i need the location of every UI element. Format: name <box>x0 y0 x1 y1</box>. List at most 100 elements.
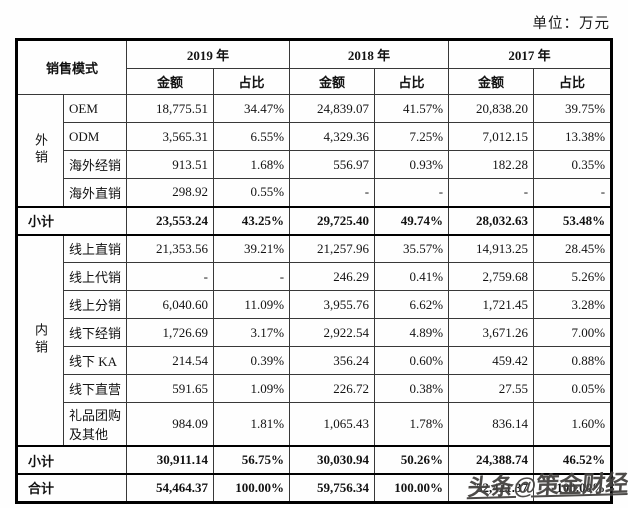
table-row: 合计 54,464.37 100.00% 59,756.34 100.00% 52,421… <box>15 473 613 503</box>
value-cell: 23,553.24 <box>126 205 215 236</box>
value-cell: 21,257.96 <box>289 234 376 263</box>
header-ratio-2019: 占比 <box>213 68 291 95</box>
value-cell: 6,040.60 <box>126 290 215 319</box>
value-cell: 0.39% <box>213 346 291 375</box>
table-row: 外销 OEM 18,775.51 34.47% 24,839.07 41.57% 20,83… <box>16 94 613 207</box>
header-year-2018: 2018 年 <box>289 39 450 69</box>
value-cell: - <box>213 262 291 291</box>
row-label: 线上代销 <box>62 262 128 291</box>
value-cell: 30,911.14 <box>126 445 215 475</box>
value-cell: 27.55 <box>448 374 535 403</box>
value-cell: 18,775.51 <box>126 94 215 123</box>
value-cell: 7.00% <box>533 318 613 347</box>
value-cell: 11.09% <box>213 290 291 319</box>
table-header: 销售模式 2019 年 2018 年 2017 年 金额 占比 金额 占比 金额… <box>15 39 613 95</box>
header-sales-mode: 销售模式 <box>15 39 128 95</box>
header-amount-2018: 金额 <box>289 68 376 95</box>
value-cell: 21,353.56 <box>126 234 215 263</box>
value-cell: 35.57% <box>374 234 450 263</box>
value-cell: 28.45% <box>533 234 613 263</box>
row-label: 线上直销 <box>62 234 128 263</box>
table-row: 线上代销 - -246.29 0.41% 2,759.68 5.26% <box>17 262 613 291</box>
row-label: 礼品团购及其他 <box>62 402 128 447</box>
value-cell: 29,725.40 <box>289 205 376 236</box>
row-label: 海外经销 <box>62 150 128 179</box>
value-cell: 0.60% <box>374 346 450 375</box>
value-cell: 1.60% <box>533 402 613 447</box>
table-row: ODM 3,565.31 6.55% 4,329.36 7.25% 7,012.15 13.… <box>17 122 613 151</box>
value-cell: 28,032.63 <box>448 205 535 236</box>
value-cell: - <box>374 178 450 207</box>
value-cell: 3,955.76 <box>289 290 376 319</box>
value-cell: 30,030.94 <box>289 445 376 475</box>
table-row: 线下经销 1,726.69 3.17% 2,922.54 4.89% 3,671.26 7.… <box>17 318 613 347</box>
value-cell: - <box>448 178 535 207</box>
value-cell: 34.47% <box>213 94 291 123</box>
value-cell: 984.09 <box>126 402 215 447</box>
value-cell: 0.93% <box>374 150 450 179</box>
value-cell: 556.97 <box>289 150 376 179</box>
value-cell: 52,421.37 <box>448 473 535 503</box>
value-cell: 100.00% <box>533 473 613 503</box>
value-cell: 1.09% <box>213 374 291 403</box>
header-year-2019: 2019 年 <box>126 39 291 69</box>
value-cell: 20,838.20 <box>448 94 535 123</box>
value-cell: 49.74% <box>374 205 450 236</box>
value-cell: 2,759.68 <box>448 262 535 291</box>
header-year-2017: 2017 年 <box>448 39 613 69</box>
value-cell: 7,012.15 <box>448 122 535 151</box>
row-label: OEM <box>62 94 128 123</box>
value-cell: 56.75% <box>213 445 291 475</box>
value-cell: 39.75% <box>533 94 613 123</box>
value-cell: 50.26% <box>374 445 450 475</box>
value-cell: 0.88% <box>533 346 613 375</box>
table-row: 礼品团购及其他 984.09 1.81% 1,065.43 1.78% 836.14 1.6… <box>17 402 613 447</box>
unit-label: 单位：万元 <box>532 16 610 32</box>
table-row: 小计 30,911.14 56.75% 30,030.94 50.26% 24,388.7… <box>15 445 613 475</box>
header-row-years: 销售模式 2019 年 2018 年 2017 年 <box>15 39 613 95</box>
value-cell: - <box>289 178 376 207</box>
header-row-metrics: 金额 占比 金额 占比 金额 占比 <box>17 68 613 95</box>
value-cell: 0.38% <box>374 374 450 403</box>
group-label-domestic: 内销 <box>16 234 64 447</box>
value-cell: - <box>533 178 613 207</box>
value-cell: 246.29 <box>289 262 376 291</box>
sales-mode-table: 销售模式 2019 年 2018 年 2017 年 金额 占比 金额 占比 金额… <box>15 38 614 504</box>
value-cell: 913.51 <box>126 150 215 179</box>
value-cell: 3,671.26 <box>448 318 535 347</box>
value-cell: 46.52% <box>533 445 613 475</box>
row-label: 小计 <box>15 445 128 475</box>
value-cell: 1.81% <box>213 402 291 447</box>
value-cell: 356.24 <box>289 346 376 375</box>
value-cell: 0.35% <box>533 150 613 179</box>
table-row: 线下 KA 214.54 0.39% 356.24 0.60% 459.42 0.88% <box>17 346 613 375</box>
header-ratio-2018: 占比 <box>374 68 450 95</box>
value-cell: 226.72 <box>289 374 376 403</box>
value-cell: 1,065.43 <box>289 402 376 447</box>
value-cell: 0.55% <box>213 178 291 207</box>
table-row: 海外直销 298.92 0.55% - - - - <box>17 178 613 207</box>
row-label: 线上分销 <box>62 290 128 319</box>
row-label: 合计 <box>15 473 128 503</box>
value-cell: 0.41% <box>374 262 450 291</box>
value-cell: 1.68% <box>213 150 291 179</box>
value-cell: 5.26% <box>533 262 613 291</box>
value-cell: 54,464.37 <box>126 473 215 503</box>
value-cell: 182.28 <box>448 150 535 179</box>
table-row: 内销 线上直销 21,353.56 39.21% 21,257.96 35.57% 14,9… <box>16 234 613 447</box>
header-ratio-2017: 占比 <box>533 68 613 95</box>
value-cell: 298.92 <box>126 178 215 207</box>
row-label: 线下 KA <box>62 346 128 375</box>
table-row: 海外经销 913.51 1.68% 556.97 0.93% 182.28 0.35% <box>17 150 613 179</box>
header-amount-2017: 金额 <box>448 68 535 95</box>
table-row: 线上分销 6,040.60 11.09% 3,955.76 6.62% 1,721.45 3… <box>17 290 613 319</box>
value-cell: 14,913.25 <box>448 234 535 263</box>
group-label-export: 外销 <box>16 94 64 207</box>
row-label: 线下经销 <box>62 318 128 347</box>
value-cell: 459.42 <box>448 346 535 375</box>
value-cell: 41.57% <box>374 94 450 123</box>
value-cell: 6.55% <box>213 122 291 151</box>
value-cell: 214.54 <box>126 346 215 375</box>
value-cell: 100.00% <box>374 473 450 503</box>
sales-table-body: 外销 OEM 18,775.51 34.47% 24,839.07 41.57% 20,83… <box>15 94 613 503</box>
